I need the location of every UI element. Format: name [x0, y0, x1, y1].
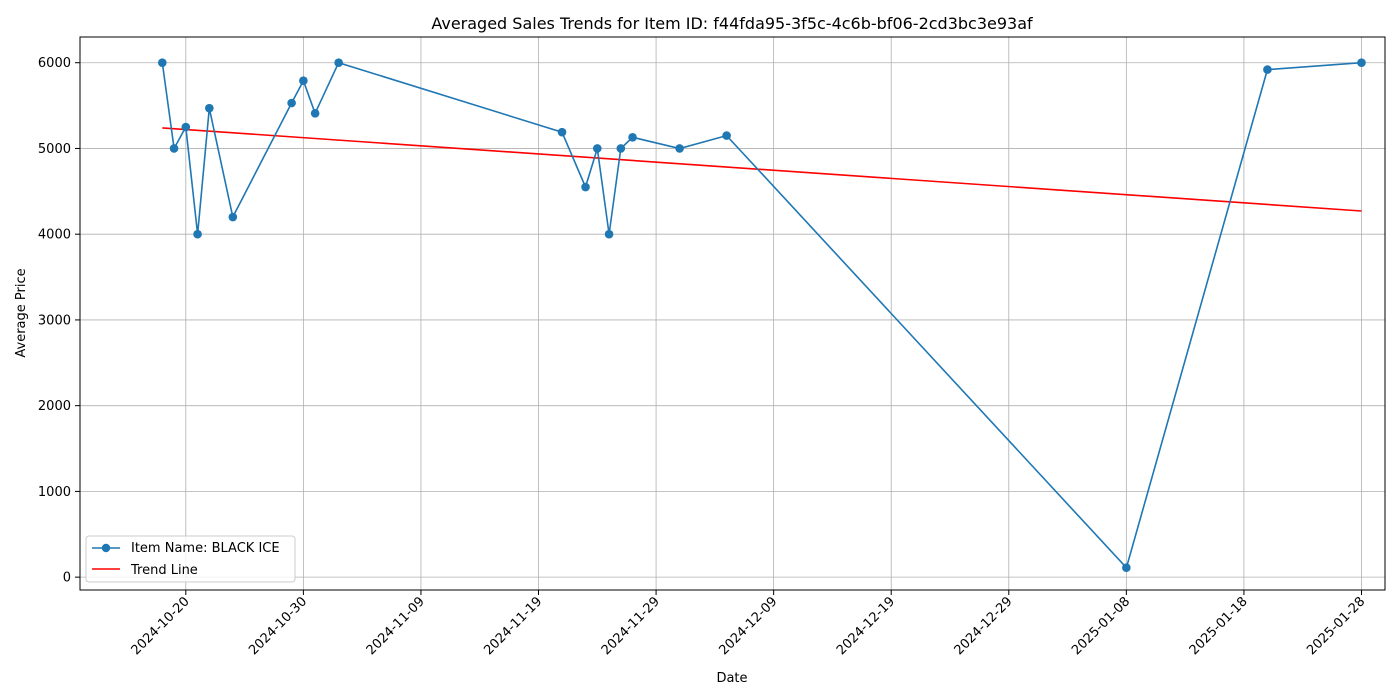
data-point: [592, 144, 602, 153]
y-tick-label: 5000: [38, 142, 71, 157]
data-point: [604, 229, 614, 239]
data-point: [722, 131, 731, 140]
data-point: [1122, 563, 1131, 573]
series-line-1: [161, 61, 1362, 570]
legend-label-series-1: Item Name: BLACK ICE: [131, 541, 280, 556]
data-point: [287, 98, 296, 108]
x-tick-label: 2025-01-28: [1304, 594, 1368, 658]
data-point: [193, 229, 202, 239]
x-tick-label: 2024-11-29: [599, 594, 663, 658]
legend-marker-series-1: [101, 543, 111, 553]
data-point: [616, 144, 626, 153]
x-tick-label: 2025-01-18: [1187, 594, 1251, 658]
y-axis-label: Average Price: [14, 268, 29, 357]
data-point: [557, 127, 567, 137]
data-point: [675, 144, 684, 153]
legend: Item Name: BLACK ICE Trend Line: [85, 535, 296, 583]
data-point: [228, 212, 238, 222]
legend-label-series-2: Trend Line: [130, 563, 198, 578]
series-layer: [157, 58, 1366, 573]
data-point: [334, 58, 343, 68]
y-tick-label: 0: [63, 571, 71, 586]
data-point: [181, 122, 191, 132]
data-point: [1263, 65, 1272, 74]
x-tick-label: 2024-10-20: [129, 594, 193, 658]
data-point: [310, 109, 320, 118]
x-axis-ticks: 2024-10-20 2024-10-30 2024-11-09 2024-11-19…: [129, 590, 1368, 658]
y-tick-label: 1000: [38, 485, 71, 500]
x-tick-label: 2024-11-09: [364, 594, 428, 658]
y-tick-label: 2000: [38, 399, 71, 414]
series-line-2: [162, 127, 1362, 212]
data-point: [1357, 58, 1366, 68]
x-tick-label: 2024-12-09: [716, 594, 780, 658]
plot-area-frame: [79, 36, 1386, 591]
x-tick-label: 2024-12-29: [952, 594, 1016, 658]
x-tick-label: 2024-12-19: [834, 594, 898, 658]
x-tick-label: 2024-11-19: [481, 594, 545, 658]
y-tick-label: 3000: [38, 313, 71, 328]
y-tick-label: 6000: [38, 56, 71, 71]
data-point: [205, 103, 214, 113]
y-axis-ticks: 0 1000 2000 3000 4000 5000 6000: [38, 56, 80, 586]
chart-title: Averaged Sales Trends for Item ID: f44fd…: [431, 14, 1033, 33]
data-point: [581, 182, 590, 192]
grid: [80, 37, 1385, 590]
data-point: [628, 133, 637, 142]
legend-box: [85, 535, 296, 583]
data-point: [169, 144, 179, 153]
x-tick-label: 2025-01-08: [1069, 594, 1133, 658]
y-tick-label: 4000: [38, 228, 71, 243]
data-point: [299, 76, 308, 86]
x-axis-label: Date: [716, 671, 747, 686]
x-tick-label: 2024-10-30: [246, 594, 310, 658]
data-point: [157, 58, 167, 68]
